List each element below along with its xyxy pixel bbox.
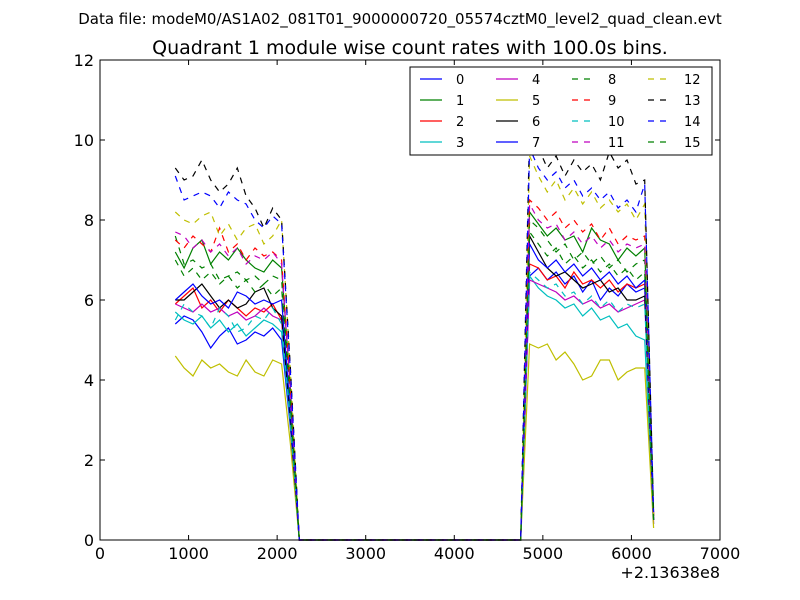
y-tick-label: 10: [74, 131, 94, 150]
x-offset-label: +2.13638e8: [620, 563, 720, 582]
chart-title: Quadrant 1 module wise count rates with …: [152, 37, 668, 59]
legend-label-11: 11: [608, 136, 625, 151]
x-tick-label: 4000: [434, 544, 475, 563]
series-line-10: [174, 270, 655, 541]
legend-label-6: 6: [532, 115, 540, 130]
series-line-1: [174, 210, 655, 541]
x-tick-label: 1000: [168, 544, 209, 563]
series-line-13: [174, 127, 655, 541]
series-line-4: [175, 279, 655, 541]
x-tick-label: 6000: [611, 544, 652, 563]
series-line-14: [174, 147, 655, 541]
x-tick-label: 2000: [257, 544, 298, 563]
series-line-8: [174, 218, 655, 541]
y-tick-label: 4: [84, 371, 94, 390]
legend-label-9: 9: [608, 94, 616, 109]
legend-label-14: 14: [684, 115, 701, 130]
legend-label-4: 4: [532, 73, 540, 88]
legend-label-5: 5: [532, 94, 540, 109]
x-tick-label: 0: [95, 544, 105, 563]
series-line-7: [174, 241, 655, 541]
series-line-5: [174, 343, 655, 541]
legend-label-3: 3: [456, 136, 464, 151]
legend-label-12: 12: [684, 73, 701, 88]
suptitle: Data file: modeM0/AS1A02_081T01_90000007…: [78, 10, 722, 29]
y-tick-label: 0: [84, 531, 94, 550]
series-layer: [174, 127, 655, 541]
legend-label-15: 15: [684, 136, 701, 151]
legend-label-8: 8: [608, 73, 616, 88]
series-line-2: [174, 263, 655, 541]
y-tick-label: 8: [84, 211, 94, 230]
x-tick-label: 3000: [345, 544, 386, 563]
y-tick-label: 6: [84, 291, 94, 310]
series-line-0: [174, 267, 655, 541]
series-line-15: [174, 230, 655, 541]
legend-label-0: 0: [456, 73, 464, 88]
x-tick-label: 5000: [522, 544, 563, 563]
legend-box: [409, 66, 713, 156]
legend-label-1: 1: [456, 94, 464, 109]
series-line-11: [175, 201, 655, 541]
y-tick-label: 12: [74, 51, 94, 70]
legend-label-13: 13: [684, 94, 701, 109]
x-tick-label: 7000: [700, 544, 741, 563]
legend-label-10: 10: [608, 115, 625, 130]
series-line-12: [174, 155, 655, 541]
legend-label-2: 2: [456, 115, 464, 130]
y-tick-label: 2: [84, 451, 94, 470]
legend-label-7: 7: [532, 136, 540, 151]
